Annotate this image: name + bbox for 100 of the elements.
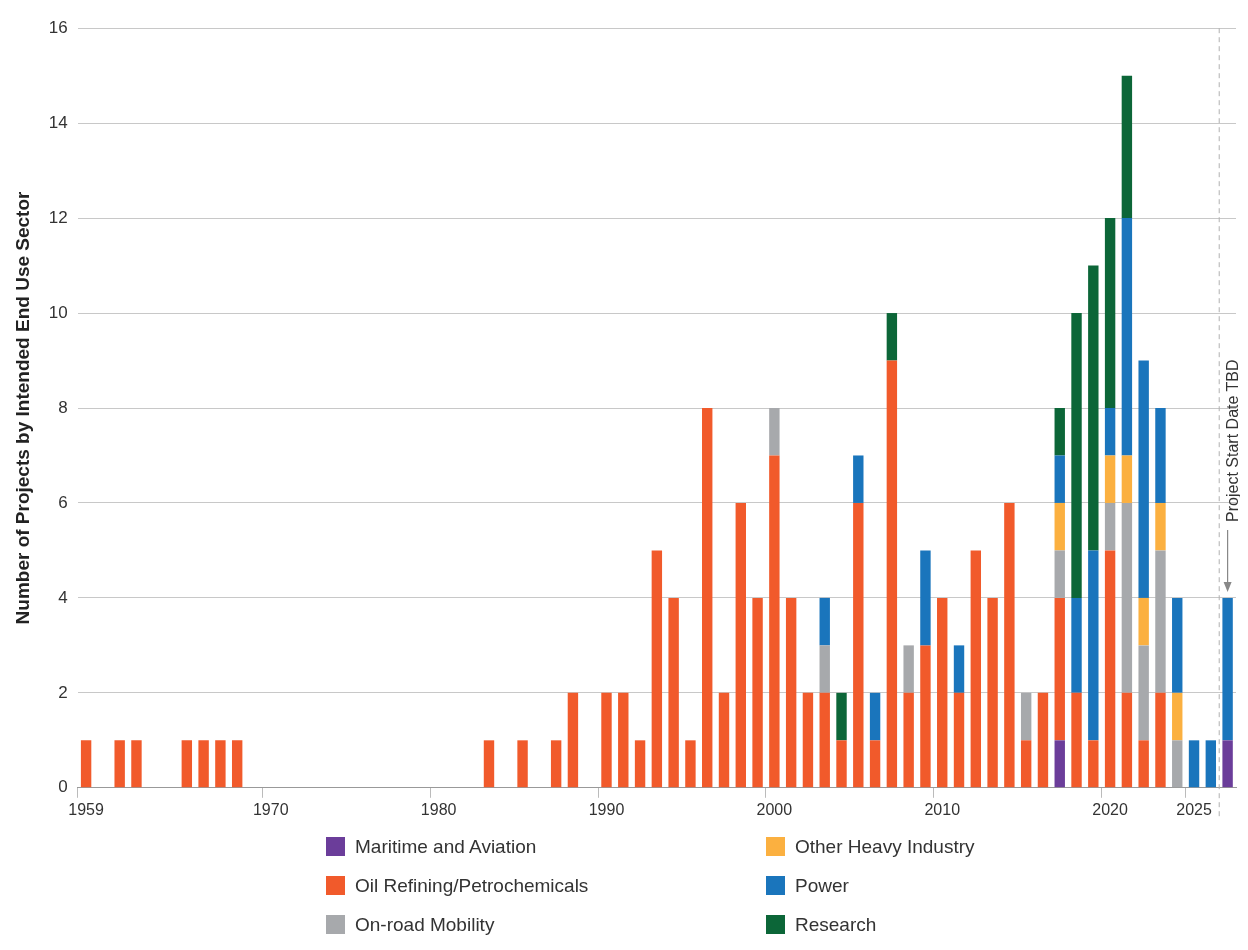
x-tick-label: 2025 — [1176, 800, 1212, 818]
bar — [903, 692, 914, 788]
bar — [1088, 550, 1099, 741]
bar — [1155, 692, 1166, 788]
bar — [1121, 455, 1133, 503]
bar — [718, 692, 730, 788]
bar — [1121, 218, 1133, 456]
bar — [1104, 408, 1116, 456]
y-axis-title: Number of Projects by Intended End Use Sector — [11, 190, 33, 625]
bar — [601, 692, 612, 788]
bar — [769, 455, 780, 788]
y-tick-label: 4 — [58, 587, 68, 607]
bar — [1054, 550, 1065, 598]
bar — [1020, 740, 1032, 788]
bar — [1155, 502, 1166, 551]
bar — [651, 550, 663, 788]
y-tick-label: 16 — [48, 17, 68, 37]
bar — [483, 740, 495, 788]
bar — [1071, 313, 1082, 598]
bar — [853, 455, 864, 503]
bar — [1037, 692, 1049, 788]
bar — [1104, 550, 1116, 788]
bar — [1088, 740, 1099, 788]
x-tick-label: 1959 — [68, 800, 104, 818]
bar — [634, 740, 646, 788]
bar — [1138, 360, 1149, 598]
y-tick-label: 12 — [48, 207, 68, 227]
bar — [1054, 740, 1065, 788]
bar — [886, 313, 898, 361]
bar — [702, 408, 713, 788]
bar — [903, 645, 914, 693]
legend-label: Maritime and Aviation — [355, 835, 537, 858]
bar — [1104, 455, 1116, 503]
bar — [198, 740, 209, 788]
bar — [1138, 597, 1149, 646]
bar — [80, 740, 92, 788]
bar — [1121, 502, 1133, 693]
bar — [1172, 692, 1183, 741]
bar — [1205, 740, 1217, 788]
bar — [853, 502, 864, 788]
bar — [802, 692, 814, 788]
bar — [1020, 692, 1032, 741]
bar — [1054, 455, 1065, 503]
bar — [819, 692, 830, 788]
bar — [1054, 597, 1065, 741]
bar — [937, 597, 948, 788]
bar — [1071, 692, 1082, 788]
legend-label: On-road Mobility — [355, 913, 495, 936]
bar — [567, 692, 579, 788]
bar — [215, 740, 226, 788]
x-tick-label: 1990 — [588, 800, 625, 818]
bar — [1104, 218, 1116, 408]
x-tick-label: 2010 — [924, 800, 961, 818]
x-tick-label: 2020 — [1092, 800, 1128, 818]
bar — [618, 692, 629, 788]
bar — [1004, 502, 1015, 788]
y-tick-label: 2 — [58, 682, 68, 702]
bar — [953, 645, 965, 693]
bar — [1172, 597, 1183, 693]
bar — [1155, 550, 1166, 693]
bar — [1071, 597, 1082, 693]
bar — [819, 645, 830, 693]
bar — [1054, 408, 1065, 456]
bar — [231, 740, 243, 788]
bar — [785, 597, 797, 788]
legend-label: Oil Refining/Petrochemicals — [355, 874, 589, 897]
legend-label: Power — [795, 874, 849, 897]
bar — [668, 597, 679, 788]
bar — [920, 645, 931, 788]
x-tick-label: 2000 — [756, 800, 793, 818]
bar — [1172, 740, 1183, 788]
bar — [1222, 597, 1233, 741]
bar — [1138, 740, 1149, 788]
y-tick-label: 6 — [58, 492, 68, 512]
bar — [685, 740, 696, 788]
bar — [1138, 645, 1149, 741]
bar — [550, 740, 562, 788]
bar — [1188, 740, 1200, 788]
bar — [1104, 502, 1116, 551]
bar — [836, 692, 847, 741]
bar — [769, 408, 780, 456]
bar — [1088, 265, 1099, 551]
bar — [987, 597, 998, 788]
bar — [836, 740, 847, 788]
x-tick-label: 1980 — [420, 800, 457, 818]
bar — [1054, 502, 1065, 551]
bar — [1222, 740, 1233, 788]
bar — [869, 692, 881, 741]
y-tick-label: 14 — [48, 112, 68, 132]
y-tick-label: 10 — [48, 302, 68, 322]
x-tick-label: 1970 — [252, 800, 289, 818]
bar — [1121, 692, 1133, 788]
bar — [869, 740, 881, 788]
y-tick-label: 8 — [58, 397, 68, 417]
bar — [735, 502, 746, 788]
bar — [886, 360, 898, 788]
bar — [752, 597, 763, 788]
legend-label: Other Heavy Industry — [795, 835, 975, 858]
bar — [1155, 408, 1166, 503]
legend-label: Research — [795, 913, 877, 936]
